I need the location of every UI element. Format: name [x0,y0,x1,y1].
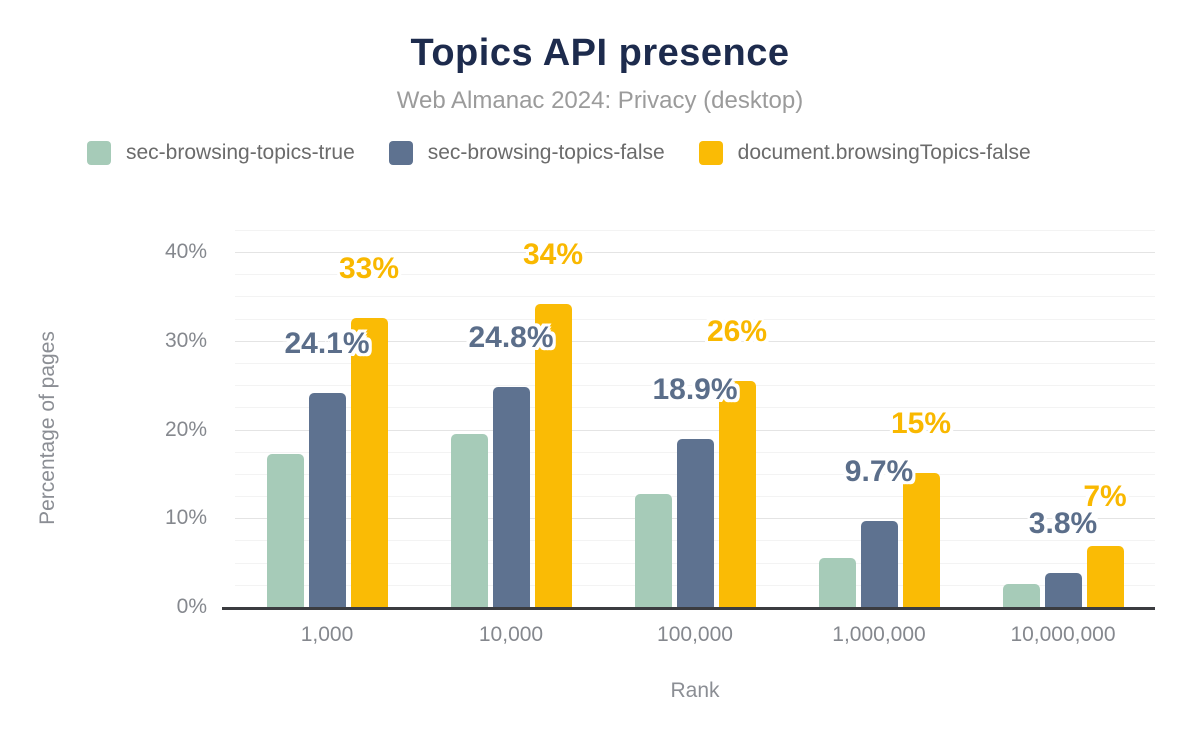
legend-label: sec-browsing-topics-true [126,141,355,164]
bar-sec-browsing-topics-false-10,000,000[interactable]: 3.8% [1029,507,1097,607]
bar-group-1,000: 24.1% 33% [266,252,399,607]
bar-data-label: 7% [1083,479,1127,513]
x-tick-labels: 1,000 10,000 100,000 1,000,000 10,000,000 [235,623,1155,647]
x-tick-label-10,000,000: 10,000,000 [1010,623,1116,646]
bar-data-label: 9.7% [844,454,914,488]
bar-data-label: 33% [338,251,400,285]
y-axis-title: Percentage of pages [36,331,59,525]
x-tick-label-100,000: 100,000 [657,623,733,646]
bar-data-label: 15% [890,407,952,440]
minor-gridline [235,318,1155,320]
legend-item-sec-browsing-topics-true[interactable]: sec-browsing-topics-true [87,141,355,165]
x-tick-label-1,000,000: 1,000,000 [832,623,926,646]
y-tick-label: 30% [164,328,207,352]
y-tick-label: 40% [164,240,207,263]
minor-gridline [235,274,1155,276]
legend-item-document.browsingTopics-false[interactable]: document.browsingTopics-false [698,141,1031,165]
bar-sec-browsing-topics-false-10,000[interactable]: 24.8% [468,321,554,607]
minor-gridline [235,229,1155,231]
bar-document.browsingTopics-false-1,000,000[interactable]: 15% [891,407,951,607]
minor-gridline [235,385,1155,387]
x-tick-label-1,000: 1,000 [300,623,354,646]
bar-document.browsingTopics-false-10,000,000[interactable]: 7% [1083,480,1127,607]
legend-swatch-icon [698,141,723,165]
bar-data-label: 3.8% [1028,507,1098,541]
x-axis-title: Rank [670,679,720,702]
x-tick-label-10,000: 10,000 [478,623,544,646]
bar-document.browsingTopics-false-100,000[interactable]: 26% [707,315,767,607]
major-gridline [235,429,1155,431]
y-tick-label: 20% [164,417,207,441]
bar-sec-browsing-topics-false-1,000,000[interactable]: 9.7% [845,455,913,607]
plot-area: 0% 10% 20% 30% 40% 24.1% 33% 24.8% 34% 18.9% 26% 9… [165,229,1155,702]
legend-label: document.browsingTopics-false [737,141,1031,164]
legend: sec-browsing-topics-true sec-browsing-top… [87,141,1031,165]
y-tick-label: 0% [176,595,207,618]
bar-data-label: 26% [706,314,768,348]
bar-data-label: 24.1% [284,327,370,361]
bar-sec-browsing-topics-true-1,000,000[interactable] [818,558,856,607]
bar-document.browsingTopics-false-1,000[interactable]: 33% [339,252,399,607]
bar-data-label: 34% [522,238,584,272]
major-gridline [235,340,1155,342]
minor-gridline [235,362,1155,364]
minor-gridline [235,407,1155,409]
bar-group-10,000,000: 3.8% 7% [1002,480,1127,607]
legend-item-sec-browsing-topics-false[interactable]: sec-browsing-topics-false [388,141,665,165]
bar-data-label: 24.8% [468,320,554,354]
bar-sec-browsing-topics-true-100,000[interactable] [634,494,672,607]
bar-sec-browsing-topics-false-100,000[interactable]: 18.9% [652,373,738,607]
minor-gridline [235,296,1155,298]
bar-group-10,000: 24.8% 34% [450,238,583,607]
bar-group-1,000,000: 9.7% 15% [818,407,951,607]
bar-sec-browsing-topics-false-1,000[interactable]: 24.1% [284,327,370,607]
legend-swatch-icon [388,141,413,165]
major-gridline [235,252,1155,253]
bar-groups: 24.1% 33% 24.8% 34% 18.9% 26% 9.7% 15% 3.8% 7% [235,238,1155,607]
chart-subtitle: Web Almanac 2024: Privacy (desktop) [396,87,804,114]
y-tick-label: 10% [164,506,207,530]
bar-group-100,000: 18.9% 26% [634,315,767,607]
legend-label: sec-browsing-topics-false [427,141,665,164]
bar-sec-browsing-topics-true-10,000,000[interactable] [1002,583,1040,607]
bar-sec-browsing-topics-true-1,000[interactable] [266,454,304,607]
x-axis-line [222,607,1155,610]
legend-swatch-icon [87,141,111,165]
bar-document.browsingTopics-false-10,000[interactable]: 34% [523,238,583,607]
bar-sec-browsing-topics-true-10,000[interactable] [450,433,488,607]
bar-data-label: 18.9% [652,373,738,407]
chart-title: Topics API presence [410,32,790,74]
